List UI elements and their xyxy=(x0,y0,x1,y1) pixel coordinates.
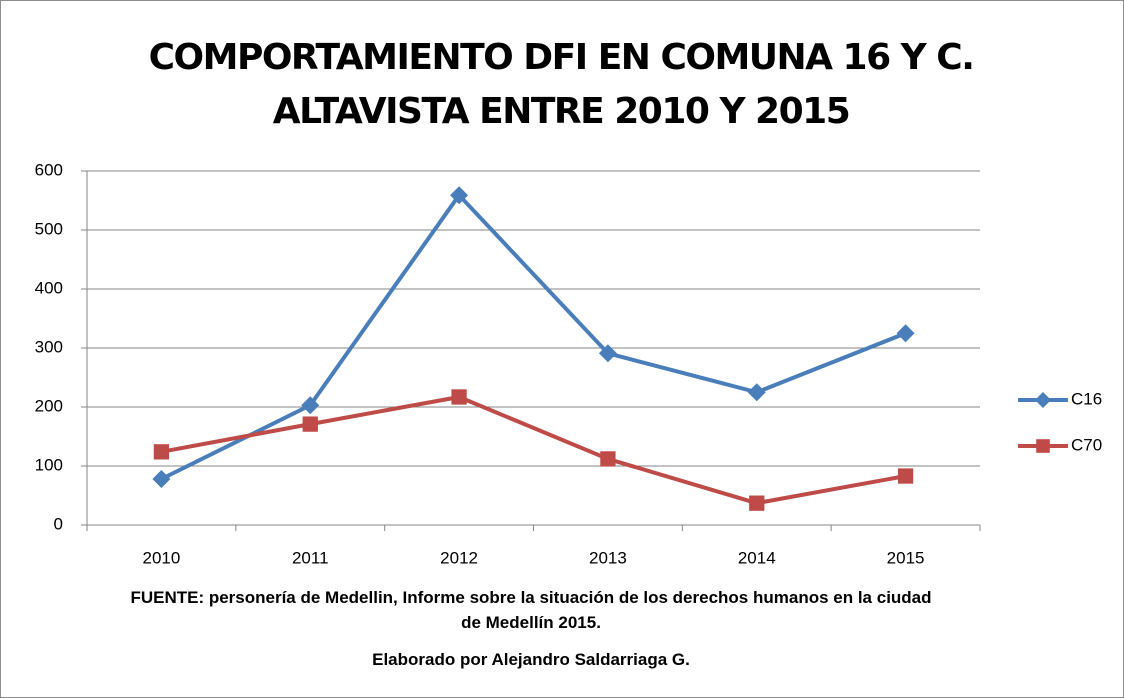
y-tick-label: 300 xyxy=(35,337,63,356)
marker xyxy=(301,396,320,415)
y-tick-label: 200 xyxy=(35,396,63,415)
marker xyxy=(152,469,171,488)
y-tick-label: 400 xyxy=(35,278,63,297)
source-note: FUENTE: personería de Medellin, Informe … xyxy=(130,588,932,632)
marker xyxy=(451,389,467,405)
legend-label: C70 xyxy=(1071,435,1102,454)
x-tick-label: 2013 xyxy=(589,548,627,567)
series-line xyxy=(160,193,907,481)
marker xyxy=(450,186,469,205)
marker xyxy=(1035,392,1051,408)
marker xyxy=(600,451,616,467)
y-tick-label: 600 xyxy=(35,160,63,179)
y-tick-label: 0 xyxy=(54,514,63,533)
marker xyxy=(897,468,914,484)
marker xyxy=(1036,439,1050,453)
y-tick-label: 100 xyxy=(35,455,63,474)
legend-label: C16 xyxy=(1071,389,1102,408)
credit-note: Elaborado por Alejandro Saldarriaga G. xyxy=(372,650,690,669)
y-tick-label: 500 xyxy=(35,219,63,238)
marker xyxy=(598,344,617,363)
x-tick-label: 2010 xyxy=(143,548,181,567)
series-line xyxy=(161,394,906,506)
x-tick-label: 2014 xyxy=(738,548,776,567)
marker xyxy=(896,324,915,343)
x-tick-label: 2011 xyxy=(292,548,329,567)
marker xyxy=(747,383,766,402)
x-tick-label: 2015 xyxy=(887,548,925,567)
marker xyxy=(302,416,318,432)
marker xyxy=(153,444,170,460)
chart-title: COMPORTAMIENTO DFI EN COMUNA 16 Y C. ALT… xyxy=(148,37,975,132)
marker xyxy=(749,495,765,511)
x-tick-label: 2012 xyxy=(440,548,478,567)
